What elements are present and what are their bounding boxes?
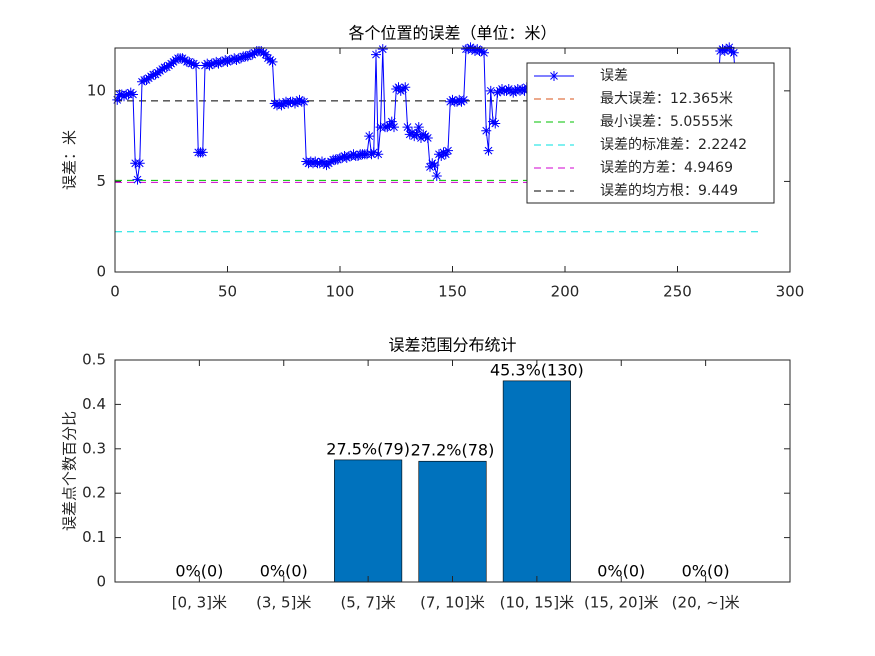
data-marker [112,94,123,105]
legend-label: 误差 [600,68,628,84]
legend-label: 误差的标准差：2.2242 [600,137,747,153]
data-marker [490,118,501,129]
y-tick-label: 0.4 [82,395,106,413]
data-marker [368,147,379,158]
x-tick-label: 200 [551,283,580,301]
data-marker [416,132,426,143]
data-marker [132,174,143,185]
data-marker [377,44,388,55]
data-marker [191,60,201,71]
data-marker [425,161,435,172]
data-marker [299,96,309,107]
axes-border [114,359,791,583]
value-label: 0%(0) [175,562,223,581]
y-tick-label: 0 [96,263,106,281]
value-label: 0%(0) [597,562,645,581]
axes-border [114,47,791,273]
data-marker [400,82,411,93]
legend-label: 误差的均方根：9.449 [600,183,738,199]
data-marker [389,122,399,133]
legend-box [526,62,775,204]
data-marker [443,145,453,156]
data-marker [371,49,381,60]
data-marker [128,89,138,100]
data-marker [373,149,384,160]
data-marker [728,47,739,58]
data-marker [440,149,451,160]
y-axis-label: 误差：米 [61,130,79,190]
x-tick-label: (7, 10]米 [420,594,485,612]
chart-title: 各个位置的误差（单位：米） [348,24,556,43]
data-marker [483,145,494,156]
data-marker [519,85,530,96]
y-tick-label: 0 [96,573,106,591]
chart-title: 误差范围分布统计 [388,336,516,355]
x-tick-label: 100 [326,283,355,301]
bar [502,380,571,583]
data-marker [485,85,496,96]
y-tick-label: 0.2 [82,484,106,502]
legend-marker [549,71,559,81]
x-tick-label: 0 [110,283,120,301]
bar [334,459,403,583]
y-tick-label: 10 [87,81,106,99]
y-tick-label: 0.5 [82,351,106,369]
data-marker [481,125,492,136]
data-marker [384,120,395,131]
data-marker [436,151,447,162]
data-marker [458,94,469,105]
data-marker [431,170,442,181]
y-axis-label: 误差点个数百分比 [61,411,79,531]
value-label: 0%(0) [682,562,730,581]
x-tick-label: 300 [776,283,805,301]
value-label: 27.5%(79) [326,439,410,458]
data-marker [393,82,404,93]
y-tick-label: 0.1 [82,528,106,546]
data-marker [134,158,145,169]
x-tick-label: (3, 5]米 [256,594,311,612]
legend-label: 最大误差：12.365米 [600,91,733,107]
x-tick-label: (10, 15]米 [500,594,574,612]
data-marker [402,122,413,133]
x-tick-label: 250 [663,283,692,301]
data-marker [267,56,278,67]
data-marker [407,127,417,138]
legend-label: 最小误差：5.0555米 [600,114,733,130]
data-marker [197,147,208,158]
value-label: 0%(0) [260,562,308,581]
data-marker [422,132,433,143]
data-marker [386,116,397,127]
y-tick-label: 5 [96,172,106,190]
data-marker [413,122,424,133]
bar [418,460,487,583]
data-marker [260,49,271,60]
legend-label: 误差的方差：4.9469 [600,160,733,176]
data-marker [429,160,440,171]
value-label: 45.3%(130) [490,360,584,379]
data-marker [479,47,489,58]
data-marker [364,131,375,142]
x-tick-label: 150 [438,283,467,301]
data-marker [411,129,422,140]
x-tick-label: (15, 20]米 [584,594,658,612]
x-tick-label: (20, ~]米 [672,594,740,612]
y-tick-label: 0.3 [82,439,106,457]
x-tick-label: 50 [218,283,237,301]
x-tick-label: (5, 7]米 [340,594,395,612]
value-label: 27.2%(78) [411,441,495,460]
x-tick-label: [0, 3]米 [172,594,227,612]
data-marker [724,42,735,53]
